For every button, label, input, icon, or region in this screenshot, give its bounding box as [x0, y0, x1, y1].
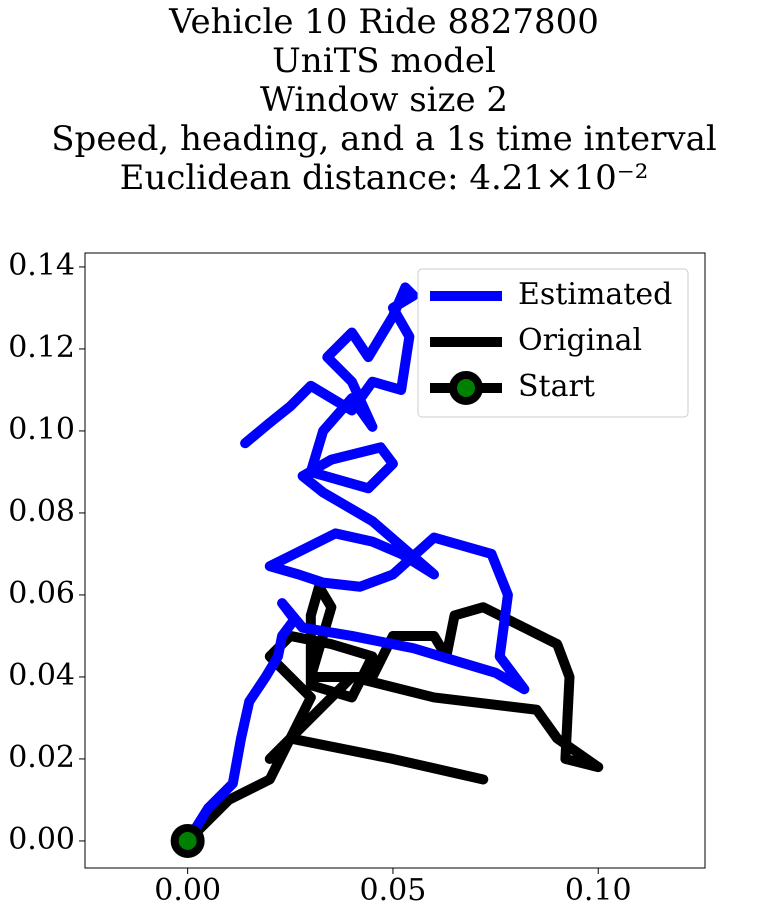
- y-tick-label: 0.06: [8, 576, 75, 611]
- legend-label: Start: [518, 369, 595, 404]
- y-tick-label: 0.10: [8, 412, 75, 447]
- chart-title: Speed, heading, and a 1s time interval: [51, 119, 716, 159]
- y-tick-label: 0.00: [8, 822, 75, 857]
- legend-box: [417, 268, 689, 418]
- x-tick-label: 0.00: [154, 873, 221, 908]
- x-tick-label: 0.05: [360, 873, 427, 908]
- chart-title: Vehicle 10 Ride 8827800: [168, 2, 599, 42]
- y-tick-label: 0.08: [8, 494, 75, 529]
- legend-marker: [449, 371, 483, 405]
- y-tick-label: 0.12: [8, 330, 75, 365]
- legend-label: Estimated: [518, 277, 672, 312]
- trajectory-line: [182, 282, 530, 846]
- y-tick-label: 0.02: [8, 740, 75, 775]
- plot-frame: [84, 252, 706, 869]
- y-tick-label: 0.14: [8, 248, 75, 283]
- chart-title: Window size 2: [260, 80, 508, 120]
- plot-area: [170, 282, 604, 858]
- start-marker: [170, 823, 205, 858]
- x-tick-label: 0.10: [565, 873, 632, 908]
- chart-title: UniTS model: [272, 41, 496, 81]
- chart-title: Euclidean distance: 4.21×10⁻²: [120, 158, 649, 198]
- legend-label: Original: [518, 323, 642, 358]
- y-tick-label: 0.04: [8, 658, 75, 693]
